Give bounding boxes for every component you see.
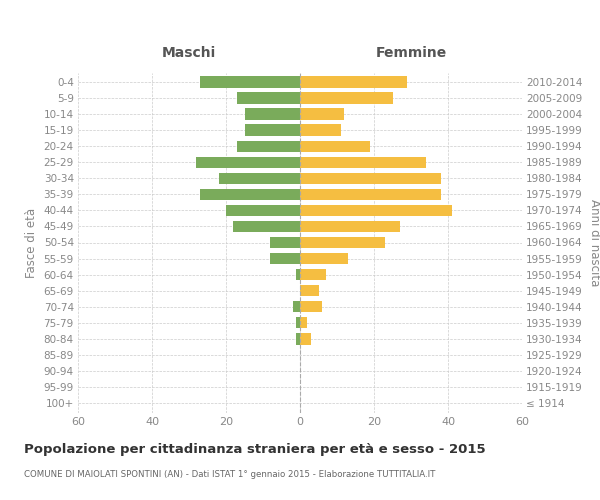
Bar bbox=[218, 172, 300, 184]
Bar bbox=[300, 236, 385, 248]
Bar bbox=[200, 188, 300, 200]
Bar bbox=[233, 220, 300, 232]
Bar bbox=[200, 76, 300, 88]
Bar bbox=[300, 220, 400, 232]
Bar bbox=[300, 285, 319, 296]
Bar bbox=[300, 92, 392, 104]
Text: Popolazione per cittadinanza straniera per età e sesso - 2015: Popolazione per cittadinanza straniera p… bbox=[24, 442, 485, 456]
Bar bbox=[300, 140, 370, 152]
Bar bbox=[300, 301, 322, 312]
Bar bbox=[296, 317, 300, 328]
Bar bbox=[300, 76, 407, 88]
Y-axis label: Anni di nascita: Anni di nascita bbox=[589, 199, 600, 286]
Text: COMUNE DI MAIOLATI SPONTINI (AN) - Dati ISTAT 1° gennaio 2015 - Elaborazione TUT: COMUNE DI MAIOLATI SPONTINI (AN) - Dati … bbox=[24, 470, 436, 479]
Bar bbox=[300, 188, 440, 200]
Text: Maschi: Maschi bbox=[162, 46, 216, 60]
Bar bbox=[300, 204, 452, 216]
Bar bbox=[300, 172, 440, 184]
Bar bbox=[300, 156, 426, 168]
Bar bbox=[300, 253, 348, 264]
Bar bbox=[293, 301, 300, 312]
Bar bbox=[300, 124, 341, 136]
Bar bbox=[226, 204, 300, 216]
Bar bbox=[300, 269, 326, 280]
Bar bbox=[300, 333, 311, 344]
Y-axis label: Fasce di età: Fasce di età bbox=[25, 208, 38, 278]
Bar bbox=[300, 108, 344, 120]
Bar bbox=[245, 124, 300, 136]
Bar bbox=[296, 333, 300, 344]
Text: Femmine: Femmine bbox=[376, 46, 446, 60]
Bar bbox=[271, 236, 300, 248]
Bar bbox=[196, 156, 300, 168]
Bar bbox=[245, 108, 300, 120]
Bar bbox=[237, 140, 300, 152]
Bar bbox=[300, 317, 307, 328]
Bar bbox=[296, 269, 300, 280]
Bar bbox=[237, 92, 300, 104]
Bar bbox=[271, 253, 300, 264]
